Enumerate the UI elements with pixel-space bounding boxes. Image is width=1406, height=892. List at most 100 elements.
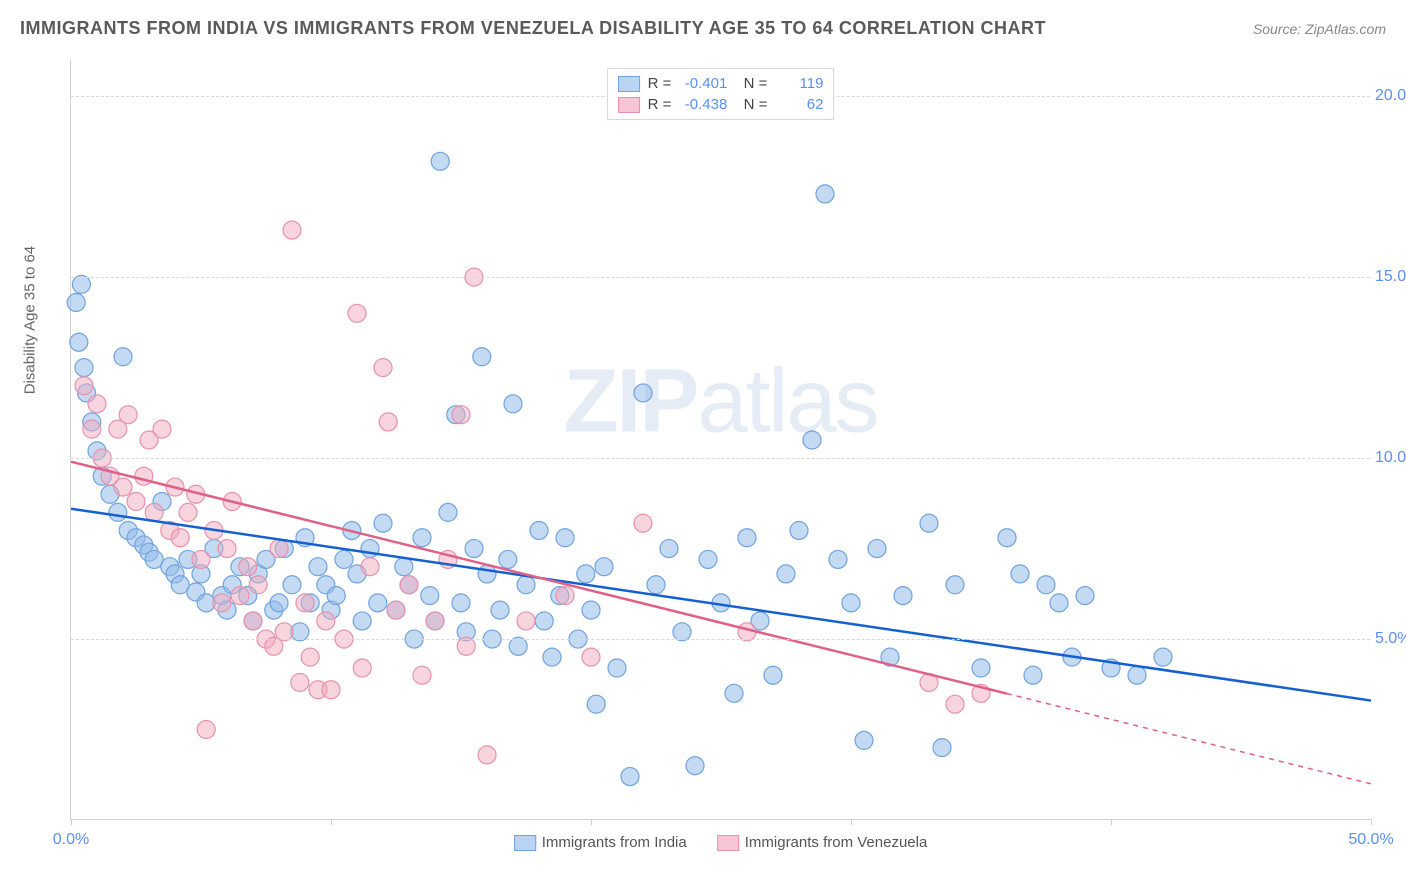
correlation-legend: R = -0.401 N = 119R = -0.438 N = 62 [607, 68, 835, 120]
data-point [1128, 666, 1146, 684]
data-point [517, 576, 535, 594]
data-point [582, 648, 600, 666]
data-point [327, 587, 345, 605]
data-point [322, 681, 340, 699]
chart-header: IMMIGRANTS FROM INDIA VS IMMIGRANTS FROM… [20, 18, 1386, 39]
data-point [270, 540, 288, 558]
data-point [361, 558, 379, 576]
data-point [465, 540, 483, 558]
data-point [842, 594, 860, 612]
data-point [75, 377, 93, 395]
data-point [577, 565, 595, 583]
data-point [517, 612, 535, 630]
x-tick [851, 819, 852, 825]
data-point [387, 601, 405, 619]
data-point [647, 576, 665, 594]
data-point [634, 384, 652, 402]
data-point [153, 420, 171, 438]
data-point [855, 731, 873, 749]
data-point [395, 558, 413, 576]
data-point [369, 594, 387, 612]
plot-area: ZIPatlas R = -0.401 N = 119R = -0.438 N … [70, 60, 1370, 820]
source-label: Source: ZipAtlas.com [1253, 21, 1386, 37]
data-point [972, 659, 990, 677]
legend-swatch [618, 76, 640, 92]
data-point [608, 659, 626, 677]
data-point [109, 503, 127, 521]
data-point [291, 673, 309, 691]
data-point [478, 746, 496, 764]
data-point [309, 558, 327, 576]
data-point [239, 558, 257, 576]
data-point [231, 587, 249, 605]
legend-n-value: 62 [775, 96, 823, 113]
data-point [413, 529, 431, 547]
data-point [1154, 648, 1172, 666]
data-point [582, 601, 600, 619]
data-point [70, 333, 88, 351]
data-point [1037, 576, 1055, 594]
legend-n-value: 119 [775, 75, 823, 92]
data-point [738, 529, 756, 547]
data-point [421, 587, 439, 605]
data-point [413, 666, 431, 684]
data-point [218, 540, 236, 558]
data-point [660, 540, 678, 558]
data-point [1011, 565, 1029, 583]
x-tick-label: 0.0% [53, 831, 89, 849]
data-point [725, 684, 743, 702]
data-point [213, 594, 231, 612]
series-legend-item: Immigrants from India [514, 834, 687, 851]
data-point [777, 565, 795, 583]
data-point [587, 695, 605, 713]
data-point [171, 529, 189, 547]
data-point [426, 612, 444, 630]
series-legend-label: Immigrants from India [542, 834, 687, 851]
plot-svg [71, 60, 1370, 819]
legend-n-label: N = [735, 96, 767, 113]
data-point [283, 576, 301, 594]
data-point [439, 503, 457, 521]
y-tick-label: 20.0% [1375, 87, 1406, 105]
y-tick-label: 10.0% [1375, 449, 1406, 467]
data-point [803, 431, 821, 449]
data-point [75, 359, 93, 377]
data-point [88, 395, 106, 413]
y-axis-label: Disability Age 35 to 64 [22, 246, 39, 394]
data-point [790, 521, 808, 539]
data-point [317, 612, 335, 630]
legend-row: R = -0.401 N = 119 [618, 73, 824, 94]
data-point [301, 648, 319, 666]
data-point [192, 550, 210, 568]
legend-swatch [514, 835, 536, 851]
data-point [452, 406, 470, 424]
data-point [179, 503, 197, 521]
series-legend-item: Immigrants from Venezuela [717, 834, 928, 851]
chart-container: Disability Age 35 to 64 ZIPatlas R = -0.… [50, 50, 1390, 870]
data-point [699, 550, 717, 568]
x-tick-label: 50.0% [1348, 831, 1393, 849]
data-point [556, 529, 574, 547]
data-point [114, 478, 132, 496]
data-point [379, 413, 397, 431]
data-point [119, 406, 137, 424]
data-point [504, 395, 522, 413]
data-point [920, 514, 938, 532]
data-point [249, 576, 267, 594]
data-point [946, 695, 964, 713]
data-point [67, 293, 85, 311]
data-point [499, 550, 517, 568]
data-point [1050, 594, 1068, 612]
data-point [1024, 666, 1042, 684]
data-point [270, 594, 288, 612]
data-point [894, 587, 912, 605]
legend-r-label: R = [648, 96, 672, 113]
data-point [491, 601, 509, 619]
legend-r-label: R = [648, 75, 672, 92]
series-legend: Immigrants from India Immigrants from Ven… [514, 834, 928, 851]
trend-line-extrapolated [1007, 694, 1371, 784]
x-tick [71, 819, 72, 825]
data-point [946, 576, 964, 594]
data-point [244, 612, 262, 630]
data-point [764, 666, 782, 684]
